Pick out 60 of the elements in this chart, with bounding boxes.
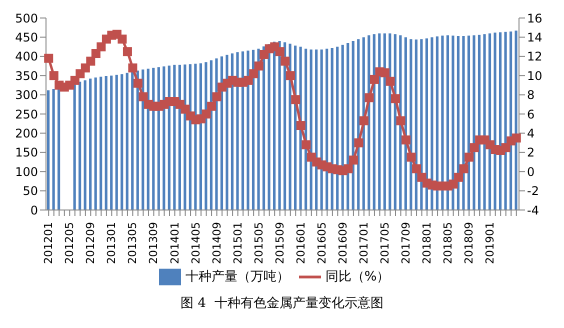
y-tick-label: 150	[15, 146, 38, 160]
y2-tick-label: 0	[527, 164, 535, 179]
y2-tick-label: 12	[527, 50, 542, 64]
x-tick-label: 201809	[462, 222, 476, 264]
x-tick-label: 201701	[357, 222, 370, 264]
x-tick-label: 201709	[400, 222, 413, 264]
bar	[52, 89, 55, 210]
legend-label: 十种产量（万吨）	[185, 270, 290, 285]
y-tick-label: 450	[15, 30, 38, 44]
x-tick-label: 201805	[442, 222, 455, 264]
x-tick-label: 201305	[126, 222, 140, 264]
text: 图 4 十种有色金属产量变化示意图	[180, 295, 384, 312]
x-tick-label: 201601	[294, 222, 308, 264]
bar	[100, 76, 102, 210]
y2-tick-label: -4	[527, 203, 539, 218]
y-tick-label: 100	[15, 164, 38, 179]
y2-tick-label: 10	[527, 68, 542, 83]
bar	[110, 76, 113, 210]
x-tick-label: 201801	[420, 222, 434, 264]
x-tick-label: 201205	[63, 222, 76, 264]
y2-tick-label: 16	[527, 11, 542, 26]
bar	[120, 74, 124, 210]
bar	[441, 36, 444, 210]
bar	[115, 74, 118, 210]
y-tick-label: 500	[15, 11, 38, 26]
bar	[89, 78, 92, 210]
legend-label: 同比（%）	[325, 270, 390, 285]
x-tick-label: 201409	[210, 222, 224, 264]
y-tick-label: 250	[15, 107, 38, 122]
bar	[84, 80, 86, 210]
y2-tick-label: 2	[527, 146, 535, 160]
bar	[94, 78, 97, 210]
y2-tick-label: 8	[527, 88, 535, 102]
y2-tick-label: 14	[527, 30, 542, 44]
x-tick-label: 201509	[273, 222, 286, 264]
x-tick-label: 201201	[42, 222, 56, 264]
bar	[126, 72, 128, 210]
x-tick-label: 201301	[105, 222, 118, 264]
y2-tick-label: 4	[527, 126, 535, 140]
bar	[47, 90, 50, 210]
bar	[78, 82, 82, 210]
y-tick-label: 350	[15, 68, 38, 83]
y-tick-label: 200	[15, 126, 38, 140]
y-tick-label: 50	[22, 184, 38, 198]
y2-tick-label: -2	[527, 184, 539, 198]
y2-tick-label: 6	[527, 107, 535, 122]
y-tick-label: 0	[30, 203, 38, 218]
x-tick-label: 201401	[168, 222, 182, 264]
y-tick-label: 400	[15, 50, 38, 64]
x-tick-label: 201209	[84, 222, 98, 264]
x-tick-label: 201405	[189, 222, 202, 264]
x-tick-label: 201605	[315, 222, 328, 264]
x-tick-label: 201505	[252, 222, 266, 264]
y-tick-label: 300	[15, 88, 38, 102]
x-tick-label: 201501	[231, 222, 244, 264]
x-tick-label: 201309	[147, 222, 160, 264]
x-tick-label: 201901	[484, 222, 497, 264]
bar	[104, 76, 108, 210]
x-tick-label: 201705	[378, 222, 392, 264]
x-tick-label: 201609	[336, 222, 350, 264]
